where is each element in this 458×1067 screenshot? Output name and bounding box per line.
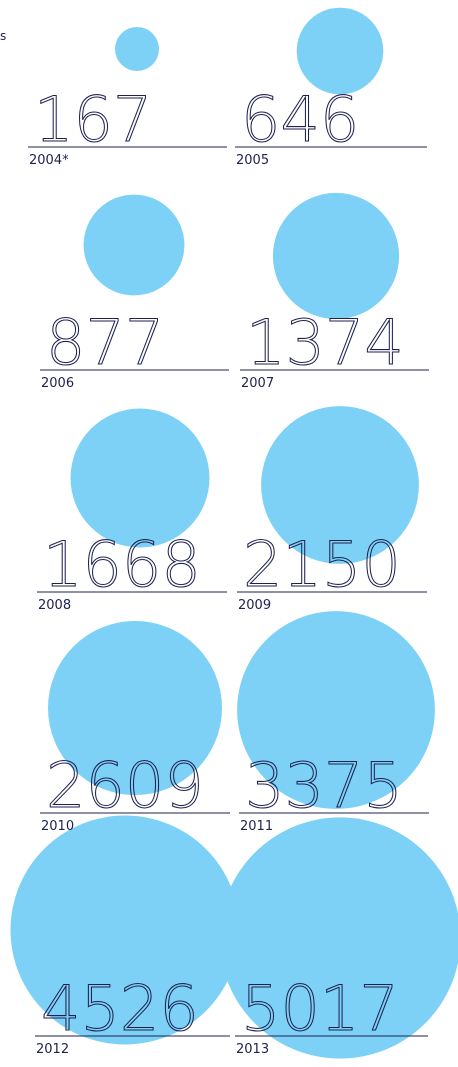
- value-label: 2609: [46, 749, 204, 822]
- year-label: 2013: [236, 1042, 269, 1057]
- bubbles-layer: [10, 7, 458, 1059]
- bubble-2005: [296, 7, 384, 95]
- labels-layer: 1672004*64620058772006137420071668200821…: [28, 82, 429, 1057]
- year-label: 2007: [241, 376, 274, 391]
- value-label: 5017: [241, 972, 399, 1045]
- bubble-2009: [261, 406, 419, 564]
- bubble-2008: [70, 408, 210, 548]
- bubble-2007: [272, 192, 400, 320]
- year-label: 2010: [41, 819, 74, 834]
- year-label: 2006: [41, 376, 74, 391]
- year-label: 2012: [36, 1042, 69, 1057]
- year-label: 2008: [38, 598, 71, 613]
- year-label: 2009: [238, 598, 271, 613]
- value-label: 3375: [245, 749, 403, 822]
- bubble-2011: [237, 611, 435, 809]
- year-label: 2004*: [29, 153, 69, 168]
- bubble-2013: [219, 817, 458, 1059]
- bubble-2006: [83, 194, 185, 296]
- bubble-2004: [115, 27, 159, 71]
- value-label: 1668: [43, 528, 201, 601]
- value-label: 1374: [246, 306, 404, 379]
- value-label: 877: [46, 306, 164, 379]
- bubble-2012: [10, 815, 240, 1045]
- year-label: 2011: [240, 819, 273, 834]
- value-label: 2150: [243, 528, 401, 601]
- value-label: 646: [241, 83, 359, 156]
- value-label: 4526: [41, 972, 199, 1045]
- year-label: 2005: [236, 153, 269, 168]
- value-label: 167: [34, 83, 152, 156]
- bubble-2010: [48, 621, 222, 795]
- corner-fragment-text: s: [0, 29, 6, 43]
